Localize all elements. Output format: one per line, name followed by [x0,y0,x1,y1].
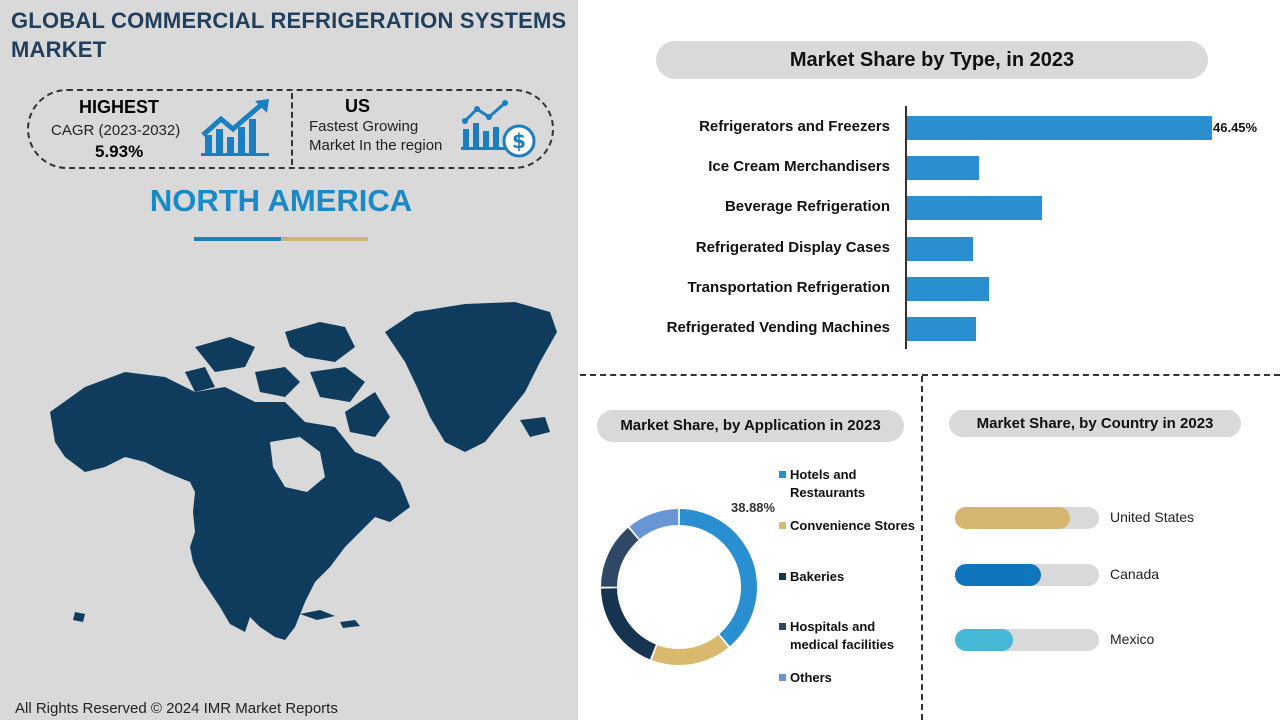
legend-label: Hotels and Restaurants [790,467,866,500]
country-bar [955,564,1042,586]
donut-slice [601,527,639,587]
left-panel: GLOBAL COMMERCIAL REFRIGERATION SYSTEMS … [0,0,578,720]
bar-label: Ice Cream Merchandisers [708,158,890,176]
chart-title-type: Market Share by Type, in 2023 [656,41,1208,79]
country-bar [955,629,1013,651]
bar-label: Refrigerated Vending Machines [666,319,890,336]
horizontal-divider [580,374,1280,376]
bar [907,276,990,301]
legend-item: Hotels and Restaurants [779,466,915,502]
money-chart-icon: $ [461,100,536,158]
bar [907,317,976,341]
vertical-divider [921,376,923,720]
cagr-value: 5.93% [95,142,144,161]
stats-divider [291,93,293,165]
legend-label: Others [790,670,832,685]
country-label: United States [1110,509,1195,525]
svg-text:$: $ [512,129,526,153]
country-bar-track [955,507,1099,529]
legend-swatch [779,573,786,580]
growth-chart-icon [201,99,269,156]
country-description: Fastest Growing Market In the region [309,117,442,155]
chart-title-country: Market Share, by Country in 2023 [949,410,1241,437]
legend-swatch [779,522,786,529]
country-label: Canada [1110,566,1160,582]
page-title: GLOBAL COMMERCIAL REFRIGERATION SYSTEMS … [11,8,567,62]
country-bar-track [955,629,1099,651]
country-desc-line1: Fastest Growing [309,118,419,135]
chart-title-application: Market Share, by Application in 2023 [597,410,904,442]
country-desc-line2: Market In the region [309,137,443,154]
legend-item: Convenience Stores [779,517,915,535]
legend-label: Bakeries [790,569,845,584]
legend-swatch [779,623,786,630]
legend-label: Hospitals and medical facilities [790,619,895,652]
region-underline-gold [281,237,368,241]
country-label: US [345,96,371,116]
region-underline-blue [194,237,281,241]
country-bar-track [955,564,1099,586]
bar [907,156,980,181]
country-label: Mexico [1110,631,1155,647]
stats-box: HIGHEST CAGR (2023-2032) 5.93% US Fastes… [27,89,554,169]
bar-label: Refrigerated Display Cases [695,238,890,256]
legend-item: Hospitals and medical facilities [779,618,915,654]
legend-swatch [779,674,786,681]
cagr-label: CAGR (2023-2032) [51,122,181,139]
bar [907,196,1042,221]
legend-label: Convenience Stores [790,518,915,533]
north-america-map [50,302,557,640]
bar-label: Transportation Refrigeration [687,278,890,296]
donut-slice [679,509,757,647]
donut-slice [601,588,656,660]
bar-label: Refrigerators and Freezers [699,118,890,135]
bar-value-label: 46.45% [1213,120,1258,135]
donut-slice [651,634,729,665]
bar-axis [905,106,907,349]
donut-value-label: 38.88% [731,500,776,515]
country-bar [955,507,1071,529]
legend-item: Others [779,669,915,687]
region-title: NORTH AMERICA [149,183,413,218]
legend-item: Bakeries [779,568,915,586]
legend-swatch [779,471,786,478]
donut-chart-application [601,509,757,665]
copyright: All Rights Reserved © 2024 IMR Market Re… [15,700,338,717]
highest-label: HIGHEST [79,97,160,117]
donut-slice [629,509,679,540]
bar [907,236,973,261]
bar-label: Beverage Refrigeration [724,198,890,216]
bar [907,116,1212,140]
